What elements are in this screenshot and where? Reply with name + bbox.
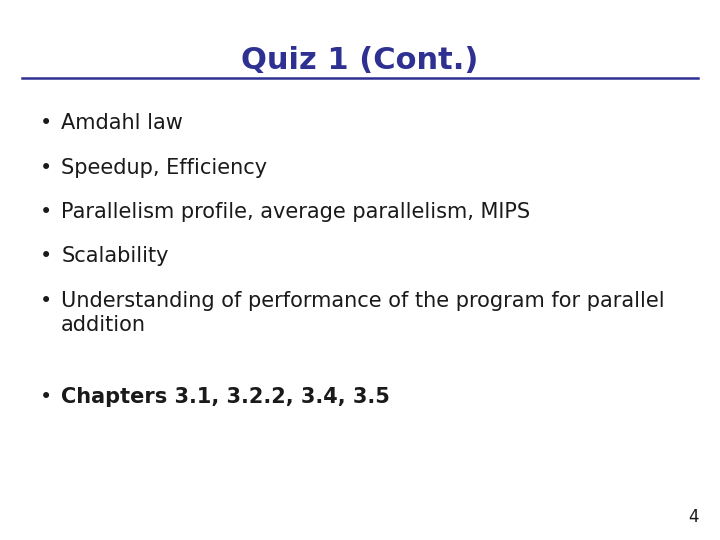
Text: Chapters 3.1, 3.2.2, 3.4, 3.5: Chapters 3.1, 3.2.2, 3.4, 3.5 [61,387,390,407]
Text: •: • [40,291,52,310]
Text: •: • [40,113,52,133]
Text: 4: 4 [688,509,698,526]
Text: •: • [40,202,52,222]
Text: Speedup, Efficiency: Speedup, Efficiency [61,158,267,178]
Text: •: • [40,158,52,178]
Text: Amdahl law: Amdahl law [61,113,183,133]
Text: Quiz 1 (Cont.): Quiz 1 (Cont.) [241,46,479,75]
Text: Understanding of performance of the program for parallel
addition: Understanding of performance of the prog… [61,291,665,335]
Text: •: • [40,387,52,407]
Text: Scalability: Scalability [61,246,168,266]
Text: Parallelism profile, average parallelism, MIPS: Parallelism profile, average parallelism… [61,202,531,222]
Text: •: • [40,246,52,266]
